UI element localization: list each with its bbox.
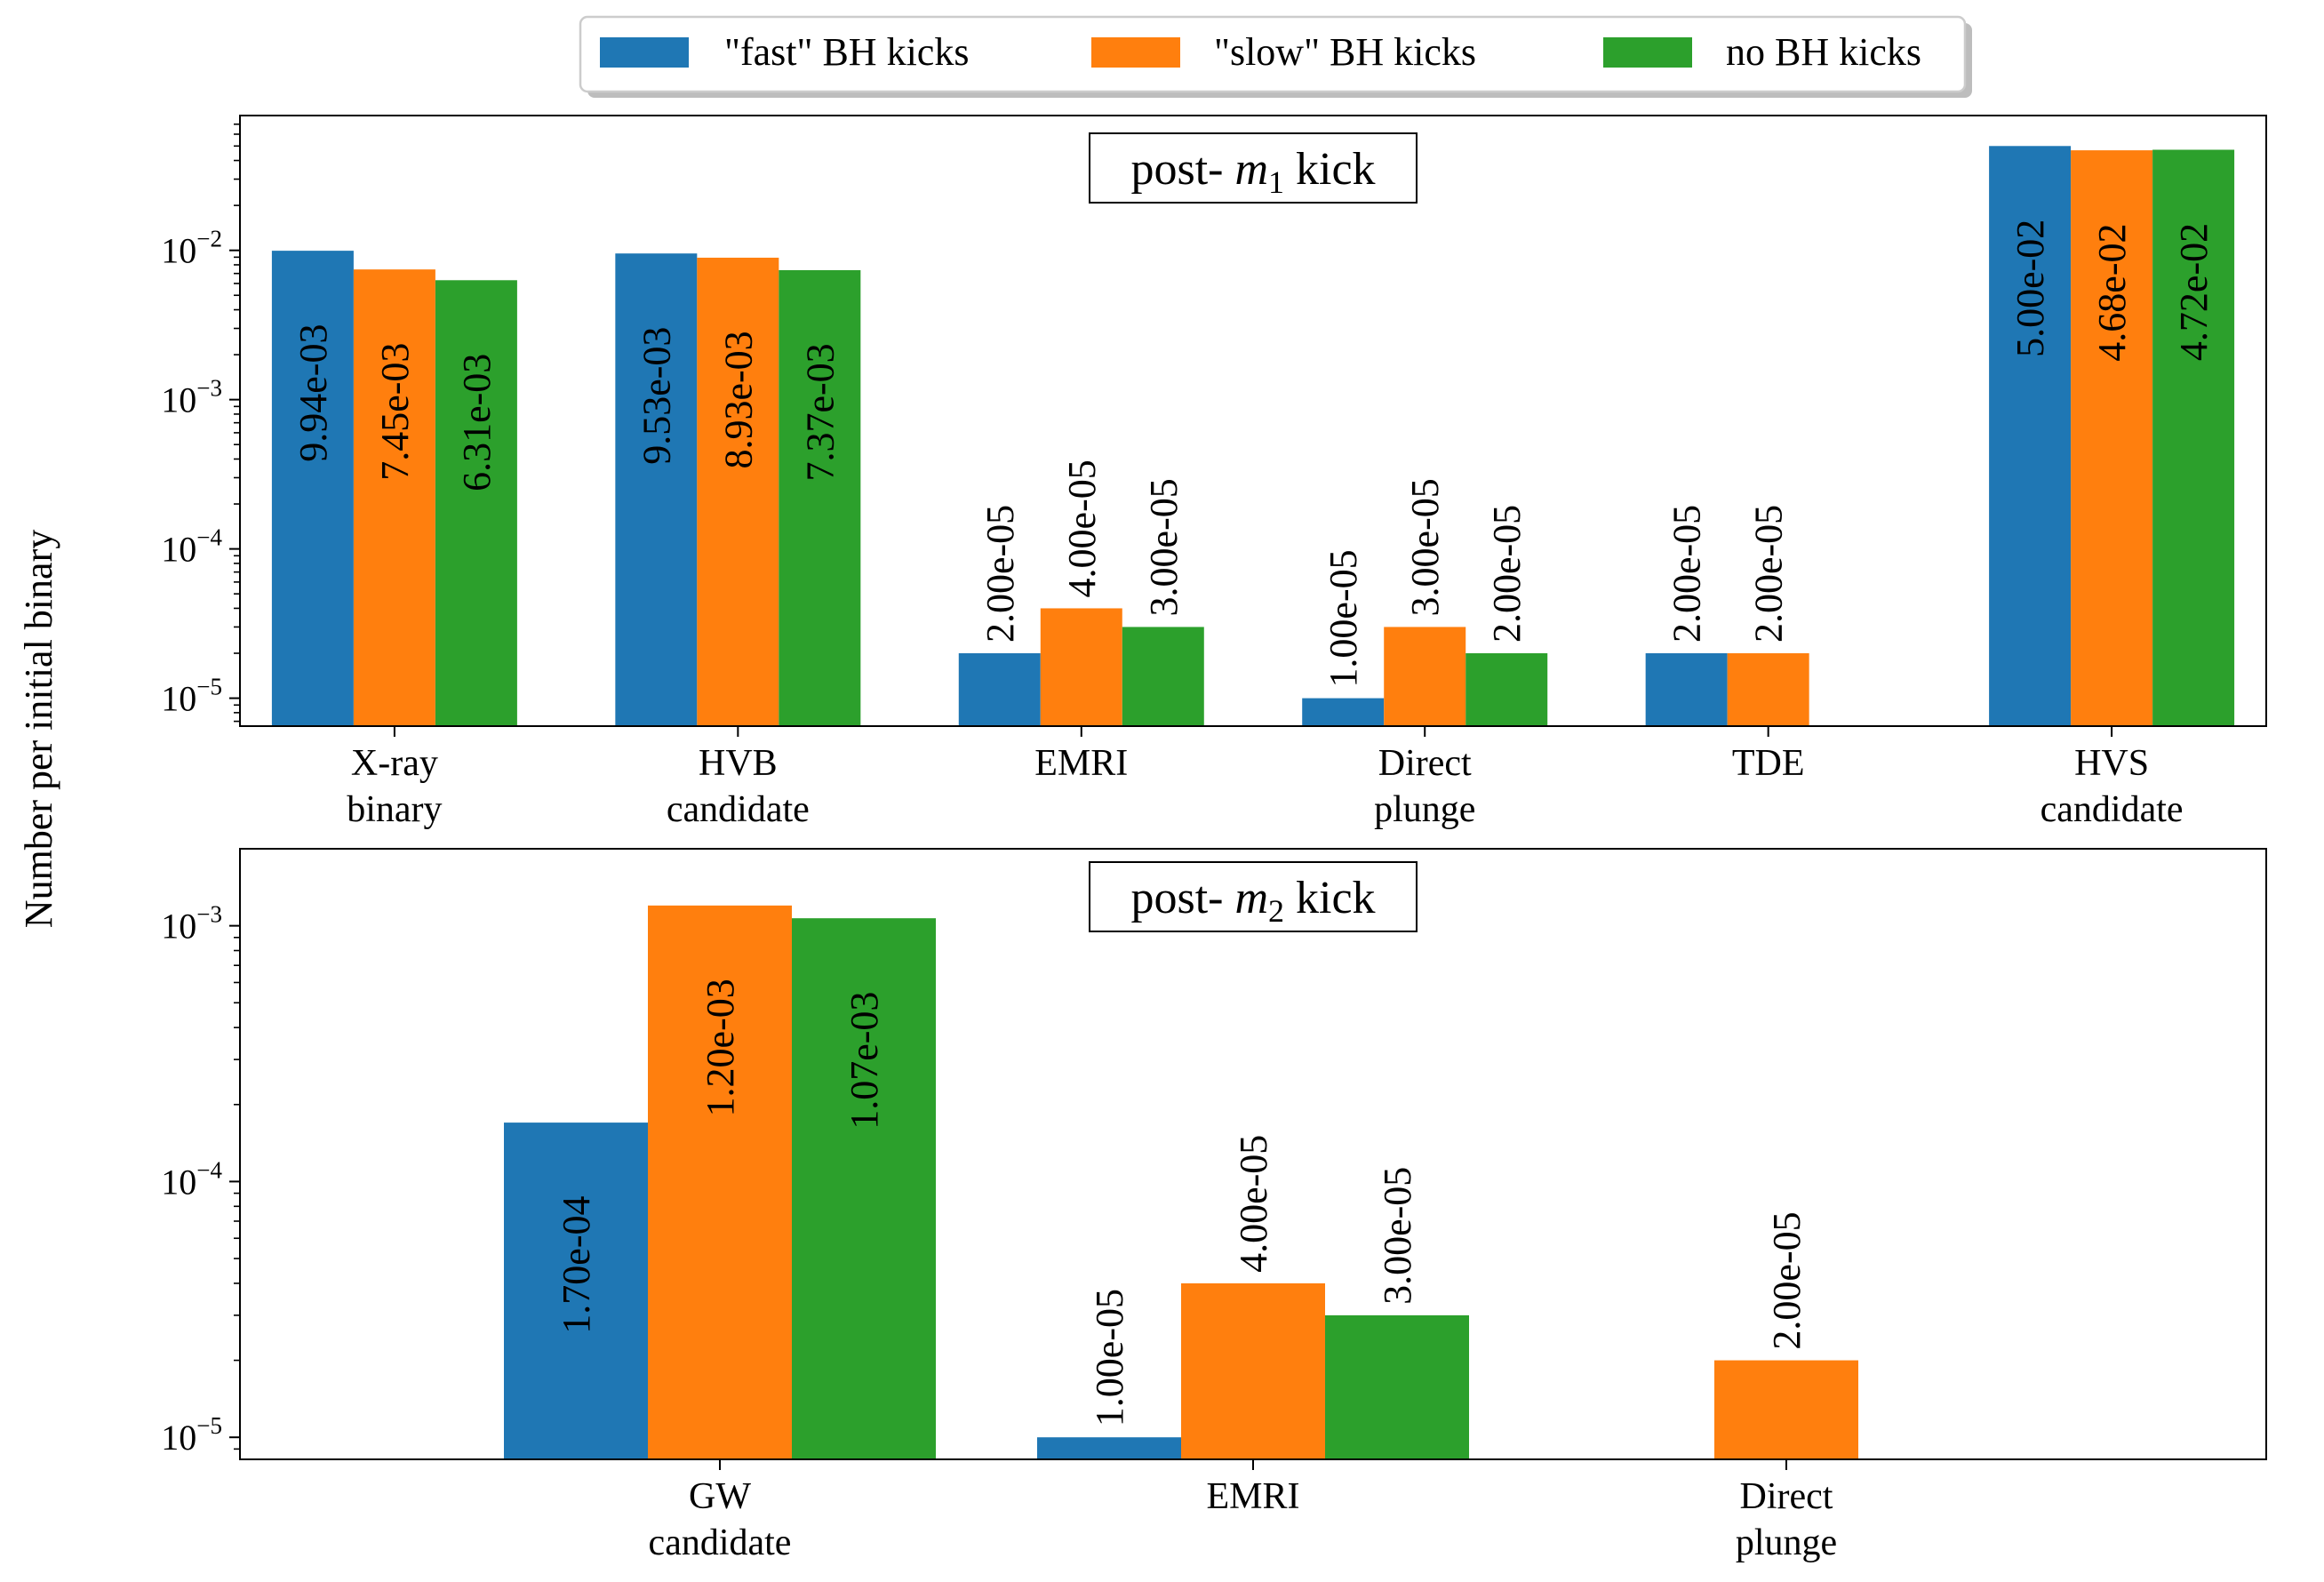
panel-title-box — [1089, 132, 1418, 204]
bar — [792, 918, 936, 1459]
data-label: 5.00e-02 — [2009, 220, 2052, 357]
bar — [2071, 150, 2153, 726]
data-label: 8.93e-03 — [716, 331, 760, 468]
bar — [1302, 698, 1385, 726]
x-tick-label: binary — [347, 789, 442, 830]
x-tick-label: Direct — [1740, 1476, 1833, 1517]
x-tick-label: candidate — [649, 1522, 792, 1563]
legend: "fast" BH kicks "slow" BH kicks no BH ki… — [579, 15, 1972, 98]
y-tick-label: 10−5 — [161, 1412, 222, 1458]
bar — [1714, 1360, 1858, 1459]
bar — [435, 280, 517, 726]
bar — [1181, 1282, 1325, 1459]
bar — [1122, 627, 1204, 726]
data-label: 2.00e-05 — [1765, 1211, 1809, 1349]
y-tick-label: 10−3 — [161, 375, 222, 420]
y-tick-label: 10−4 — [161, 1156, 222, 1202]
data-label: 4.68e-02 — [2090, 224, 2134, 362]
bar — [1989, 146, 2072, 727]
panel-post-m2-kick: 10−5 10−4 10−3 1.70e-04 1.00e-05 1.20e-03 4.00… — [161, 848, 2267, 1563]
x-tick-label: Direct — [1378, 743, 1472, 784]
x-tick-label: EMRI — [1207, 1476, 1300, 1517]
y-tick-label: 10−5 — [161, 674, 222, 719]
x-tick-label: HVB — [699, 743, 778, 784]
data-label: 2.00e-05 — [1665, 505, 1709, 643]
x-tick-label: EMRI — [1034, 743, 1128, 784]
bar — [1727, 653, 1809, 726]
panel-title-box — [1089, 861, 1418, 932]
data-label: 9.94e-03 — [291, 324, 335, 462]
bar — [504, 1123, 648, 1459]
data-label: 1.70e-04 — [555, 1196, 598, 1334]
bar — [1325, 1314, 1469, 1459]
data-label: 3.00e-05 — [1142, 478, 1186, 616]
bar — [1465, 653, 1548, 726]
legend-entry-fast: "fast" BH kicks — [600, 30, 969, 74]
x-tick-label: HVS — [2074, 743, 2149, 784]
legend-label-slow: "slow" BH kicks — [1214, 30, 1476, 74]
panel-title: post- m1 kick — [1130, 144, 1375, 200]
bar — [697, 257, 779, 726]
bar — [615, 253, 698, 726]
data-label: 3.00e-05 — [1376, 1167, 1419, 1305]
data-label: 1.00e-05 — [1088, 1289, 1131, 1426]
bar — [648, 905, 792, 1459]
axes-frame — [239, 848, 2267, 1460]
bar — [353, 269, 435, 726]
bar — [958, 653, 1041, 726]
legend-swatch-none — [1603, 37, 1692, 68]
legend-swatch-slow — [1091, 37, 1180, 68]
data-label: 2.00e-05 — [1747, 505, 1791, 643]
bar — [1040, 608, 1122, 726]
legend-label-fast: "fast" BH kicks — [724, 30, 969, 74]
x-tick-label: TDE — [1732, 743, 1805, 784]
legend-entry-slow: "slow" BH kicks — [1091, 30, 1476, 74]
axes-frame — [239, 115, 2267, 727]
data-label: 3.00e-05 — [1403, 478, 1447, 616]
data-label: 9.53e-03 — [635, 327, 678, 465]
data-label: 1.20e-03 — [699, 979, 742, 1116]
bar — [1384, 627, 1466, 726]
y-tick-label: 10−3 — [161, 901, 222, 947]
data-label: 7.45e-03 — [373, 343, 417, 481]
bar — [2152, 149, 2235, 727]
x-tick-label: plunge — [1736, 1522, 1837, 1563]
x-tick-label: X-ray — [351, 743, 438, 784]
y-axis-label: Number per initial binary — [17, 530, 60, 928]
y-tick-label: 10−2 — [161, 226, 222, 271]
data-label: 1.00e-05 — [1322, 549, 1365, 687]
bar — [779, 269, 861, 727]
legend-label-none: no BH kicks — [1726, 30, 1921, 74]
data-label: 7.37e-03 — [798, 343, 842, 481]
panel-title: post- m2 kick — [1130, 873, 1375, 929]
data-label: 4.00e-05 — [1232, 1135, 1275, 1273]
data-label: 2.00e-05 — [978, 505, 1022, 643]
data-label: 1.07e-03 — [843, 992, 886, 1130]
data-label: 2.00e-05 — [1485, 505, 1529, 643]
bar — [1037, 1437, 1181, 1459]
legend-swatch-fast — [600, 37, 689, 68]
panel-post-m1-kick: 10−5 10−4 10−3 10−2 9.94e-03 9.53e-03 2.00e-05… — [161, 115, 2267, 830]
x-tick-label: candidate — [2040, 789, 2184, 830]
data-label: 4.00e-05 — [1060, 459, 1104, 597]
x-tick-label: candidate — [667, 789, 810, 830]
legend-entry-none: no BH kicks — [1603, 30, 1921, 74]
x-tick-label: plunge — [1374, 789, 1475, 830]
data-label: 4.72e-02 — [2172, 223, 2216, 361]
y-tick-label: 10−4 — [161, 524, 222, 570]
bar — [1645, 653, 1728, 726]
data-label: 6.31e-03 — [455, 354, 499, 491]
x-tick-label: GW — [689, 1476, 751, 1517]
bar — [271, 251, 354, 726]
